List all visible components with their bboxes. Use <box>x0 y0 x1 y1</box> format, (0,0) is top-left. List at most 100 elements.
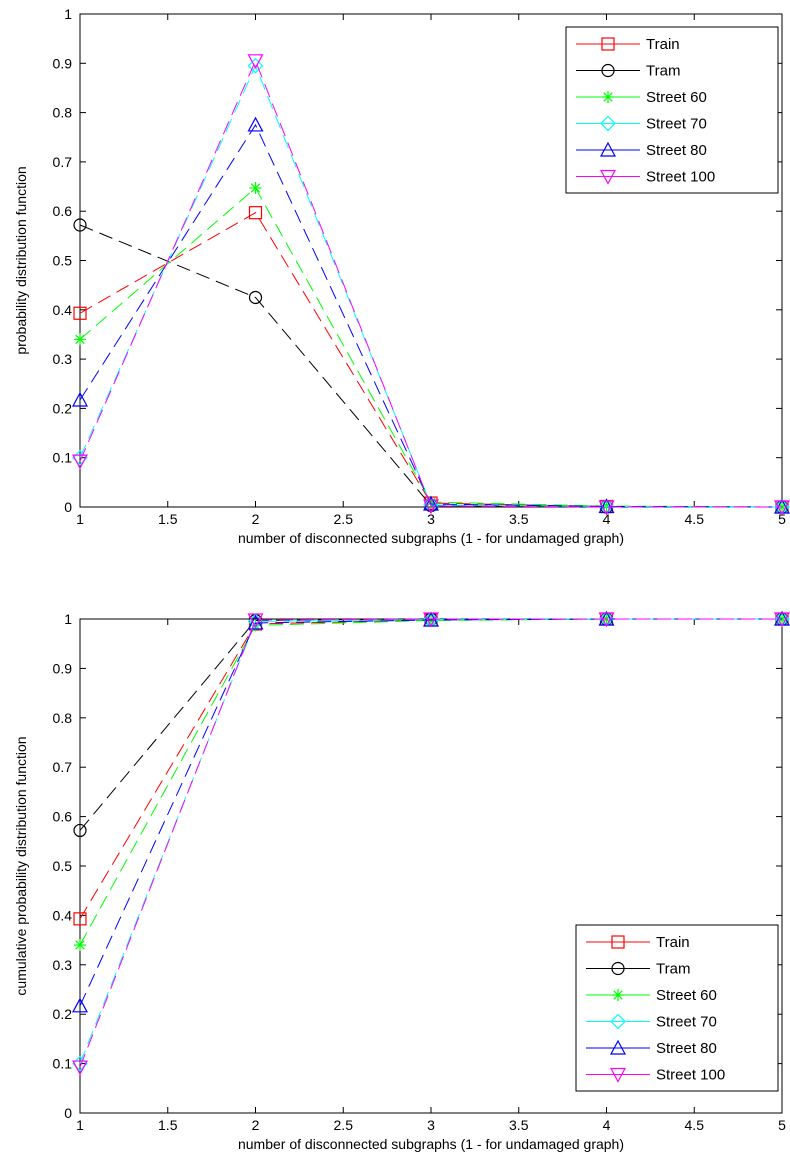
legend-marker <box>612 989 624 1001</box>
data-point <box>248 290 263 305</box>
star-stroke <box>75 940 85 950</box>
legend-marker <box>601 63 615 78</box>
data-point <box>248 206 263 220</box>
legend-item: Street 60 <box>586 987 717 1004</box>
series-street-100 <box>71 612 790 1076</box>
x-tick-label: 3 <box>427 511 435 527</box>
y-tick-label: 0.7 <box>53 154 73 170</box>
legend-item: Tram <box>586 961 690 978</box>
y-tick-label: 0.9 <box>53 660 73 676</box>
chart-2: 1 1.5 2 2.5 3 3.5 4 4.5 5 0 0.1 0.2 0.3 0.4 0.5 0.6 0.7 0… <box>13 610 790 1152</box>
legend-box <box>565 26 779 194</box>
legend-marker <box>601 37 615 51</box>
x-tick-label: 5 <box>778 1117 786 1133</box>
legend-marker <box>611 961 625 976</box>
legend-marker <box>599 141 617 157</box>
y-tick-label: 0.1 <box>53 450 73 466</box>
y-tick-label: 0.2 <box>53 400 73 416</box>
y-tick-label: 0.1 <box>53 1056 73 1072</box>
data-point <box>598 500 615 516</box>
x-tick-label: 3.5 <box>509 511 529 527</box>
y-tick-label: 1 <box>64 6 72 22</box>
data-point <box>247 116 264 132</box>
x-tick-label: 2 <box>252 511 260 527</box>
data-point <box>71 1060 89 1076</box>
x-tick-label: 4.5 <box>685 511 705 527</box>
y-tick-label: 0.6 <box>53 203 73 219</box>
series-street-100 <box>71 54 790 516</box>
legend-label: Street 80 <box>646 142 707 159</box>
data-point <box>247 54 264 70</box>
x-tick-label: 1.5 <box>158 511 178 527</box>
y-tick-label: 0.9 <box>53 55 73 71</box>
y-tick-label: 0.4 <box>53 907 73 923</box>
legend-label: Street 70 <box>656 1014 717 1031</box>
legend-item: Street 100 <box>586 1067 725 1084</box>
data-point <box>598 612 615 628</box>
data-point <box>247 613 264 629</box>
y-tick-label: 0.5 <box>53 858 73 874</box>
series-line <box>79 59 782 508</box>
data-point <box>598 498 615 514</box>
legend-item: Street 80 <box>586 1039 717 1057</box>
legend-item: Street 70 <box>586 1014 717 1031</box>
legend-marker <box>610 1013 626 1030</box>
data-point <box>73 218 87 232</box>
data-point <box>71 391 89 407</box>
x-tick-label: 4 <box>603 511 611 527</box>
legend-label: Street 100 <box>656 1067 725 1084</box>
legend-label: Street 60 <box>656 987 717 1004</box>
y-tick-label: 0.8 <box>53 105 73 121</box>
x-tick-label: 4.5 <box>685 1117 705 1133</box>
legend-label: Train <box>646 36 680 53</box>
data-point <box>71 454 89 470</box>
legend-label: Train <box>656 934 690 951</box>
legend-label: Tram <box>656 961 690 978</box>
data-point <box>73 823 87 838</box>
legend-marker <box>599 169 617 185</box>
y-tick-label: 0 <box>64 1105 72 1121</box>
x-tick-label: 1 <box>76 1117 84 1133</box>
data-point <box>74 333 86 346</box>
data-point <box>71 997 89 1013</box>
x-tick-label: 3 <box>427 1117 435 1133</box>
legend-marker <box>609 1067 627 1083</box>
legend-label: Street 70 <box>646 116 707 133</box>
series-line <box>79 212 783 508</box>
y-tick-label: 0.7 <box>53 759 73 775</box>
legend-marker <box>609 1039 627 1055</box>
star-stroke <box>250 183 261 193</box>
legend-marker <box>602 91 614 103</box>
data-point <box>247 57 264 74</box>
y-tick-label: 0.8 <box>53 710 73 726</box>
legend-marker <box>600 115 616 132</box>
x-tick-label: 1 <box>76 511 84 527</box>
chart-1: 1 1.5 2 2.5 3 3.5 4 4.5 5 0 0.1 0.2 0.3 0.4 0.5 0.6 0.7 0… <box>13 6 790 546</box>
data-point <box>249 182 262 195</box>
y-tick-label: 0.5 <box>53 253 73 269</box>
legend-item: Street 60 <box>576 89 707 106</box>
legend: Train Tram Street 60 Street 70 Street 80 Stre… <box>565 26 779 194</box>
star-stroke <box>603 92 613 102</box>
y-tick-label: 0.4 <box>53 302 73 318</box>
y-tick-label: 0.6 <box>53 809 73 825</box>
data-point <box>773 500 790 516</box>
series-line <box>79 123 783 508</box>
legend-item: Street 100 <box>576 169 715 186</box>
star-stroke <box>426 497 436 507</box>
legend-label: Street 80 <box>656 1040 717 1057</box>
x-tick-label: 4 <box>603 1117 611 1133</box>
legend-marker <box>611 935 625 949</box>
legend-item: Street 70 <box>576 116 707 133</box>
legend-item: Train <box>586 934 690 951</box>
legend-item: Street 80 <box>576 141 707 159</box>
data-point <box>422 612 440 628</box>
data-point <box>74 939 86 952</box>
x-tick-label: 1.5 <box>158 1117 178 1133</box>
legend-item: Tram <box>576 63 680 80</box>
data-point <box>73 306 87 320</box>
series-line <box>79 618 782 1068</box>
data-point <box>773 612 790 628</box>
legend-label: Street 100 <box>646 169 715 186</box>
